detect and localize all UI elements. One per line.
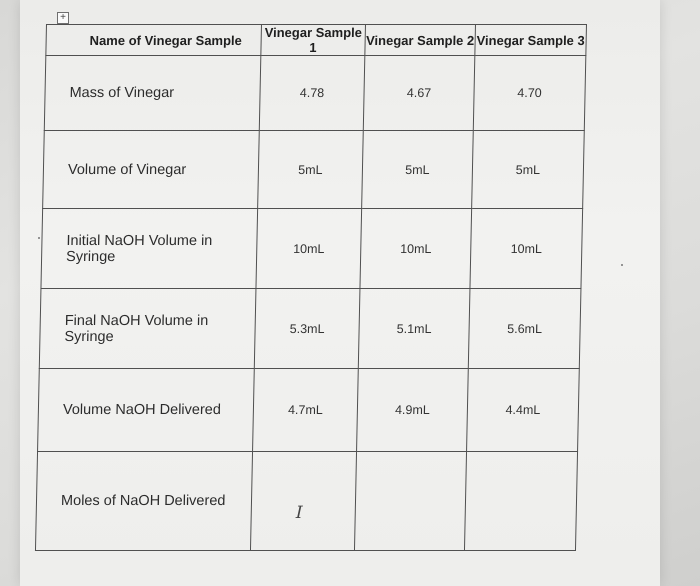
- sample-2-value-cell[interactable]: [354, 451, 467, 551]
- table-row: Final NaOH Volume in Syringe 5.3mL 5.1mL…: [39, 288, 581, 369]
- row-label-cell[interactable]: Moles of NaOH Delivered: [35, 451, 253, 551]
- row-label-cell[interactable]: Volume NaOH Delivered: [37, 368, 255, 452]
- row-label-cell[interactable]: Volume of Vinegar: [42, 130, 260, 209]
- sample-3-value-cell[interactable]: 5.6mL: [468, 288, 581, 369]
- sample-3-value-cell[interactable]: 4.4mL: [466, 368, 580, 452]
- row-label-cell[interactable]: Mass of Vinegar: [44, 55, 261, 131]
- sample-1-value-cell[interactable]: 5.3mL: [254, 288, 360, 369]
- sample-2-value-cell[interactable]: 5.1mL: [358, 288, 470, 369]
- table-row: Moles of NaOH Delivered I: [35, 451, 578, 551]
- sample-2-value-cell[interactable]: 10mL: [359, 208, 472, 289]
- table-row: Volume NaOH Delivered 4.7mL 4.9mL 4.4mL: [37, 368, 580, 452]
- sample-1-value-cell[interactable]: 4.78: [259, 55, 365, 131]
- sample-3-value-cell[interactable]: 10mL: [469, 208, 583, 289]
- speck-mark: [621, 264, 623, 266]
- sample-1-value-cell[interactable]: 5mL: [257, 130, 364, 209]
- data-table-container: Name of Vinegar Sample Vinegar Sample 1 …: [35, 24, 587, 551]
- vinegar-data-table: Name of Vinegar Sample Vinegar Sample 1 …: [35, 24, 587, 551]
- paper-sheet: [20, 0, 660, 586]
- speck-mark: [38, 237, 40, 239]
- row-label-cell[interactable]: Final NaOH Volume in Syringe: [39, 288, 256, 369]
- table-row: Volume of Vinegar 5mL 5mL 5mL: [42, 130, 585, 209]
- sample-2-value-cell[interactable]: 5mL: [361, 130, 474, 209]
- table-row: Initial NaOH Volume in Syringe 10mL 10mL…: [40, 208, 583, 289]
- sample-3-value-cell[interactable]: 5mL: [471, 130, 585, 209]
- table-row: Mass of Vinegar 4.78 4.67 4.70: [44, 55, 586, 131]
- sample-1-value-cell[interactable]: 10mL: [255, 208, 362, 289]
- text-cursor-icon: I: [295, 503, 303, 523]
- sample-2-value-cell[interactable]: 4.67: [363, 55, 475, 131]
- row-label-cell[interactable]: Initial NaOH Volume in Syringe: [40, 208, 258, 289]
- header-sample-1-cell[interactable]: Vinegar Sample 1: [260, 24, 366, 56]
- header-sample-3-cell[interactable]: Vinegar Sample 3: [474, 24, 587, 56]
- sample-1-value-cell[interactable]: I: [250, 451, 357, 551]
- table-header-row: Name of Vinegar Sample Vinegar Sample 1 …: [45, 24, 587, 56]
- sample-3-value-cell[interactable]: 4.70: [473, 55, 586, 131]
- sample-2-value-cell[interactable]: 4.9mL: [356, 368, 469, 452]
- table-move-handle-icon[interactable]: +: [57, 12, 69, 24]
- sample-3-value-cell[interactable]: [464, 451, 578, 551]
- header-sample-2-cell[interactable]: Vinegar Sample 2: [364, 24, 476, 56]
- sample-1-value-cell[interactable]: 4.7mL: [252, 368, 359, 452]
- header-name-cell[interactable]: Name of Vinegar Sample: [45, 24, 262, 56]
